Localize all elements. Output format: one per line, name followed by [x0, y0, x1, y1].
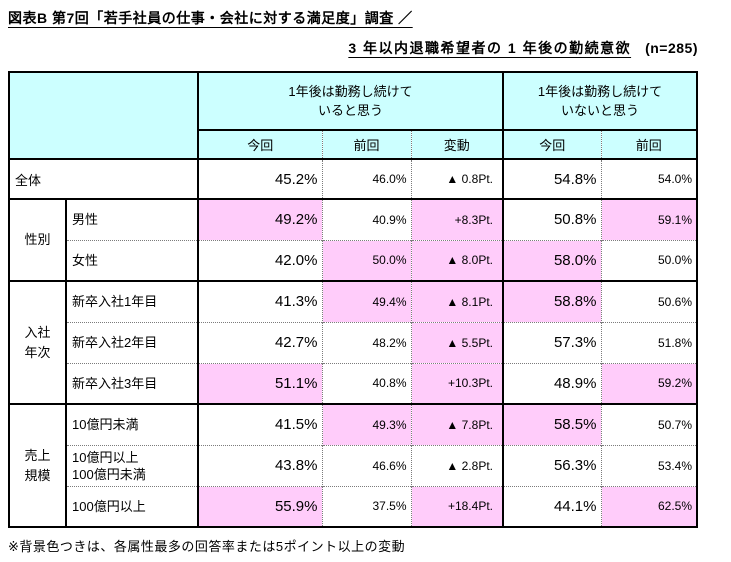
value-cell: 48.9% [502, 362, 601, 404]
value-cell: 49.3% [321, 403, 411, 445]
value-cell: ▲ 7.8Pt. [410, 403, 503, 445]
value-cell: 41.3% [197, 280, 322, 322]
value-cell: 50.7% [600, 403, 698, 445]
table-row: 女性 42.0% 50.0% ▲ 8.0Pt. 58.0% 50.0% [9, 239, 698, 281]
table-row: 100億円以上 55.9% 37.5% +18.4Pt. 44.1% 62.5% [9, 485, 698, 527]
col-header-zenkai-1: 前回 [321, 129, 411, 159]
survey-table: 1年後は勤務し続けて いると思う 1年後は勤務し続けて いないと思う 今回 前回… [8, 71, 699, 528]
row-label: 10億円未満 [65, 403, 198, 445]
row-label: 女性 [65, 239, 198, 281]
col-header-konkai-2: 今回 [502, 129, 601, 159]
value-cell: 51.1% [197, 362, 322, 404]
value-cell: ▲ 8.1Pt. [410, 280, 503, 322]
value-cell: 57.3% [502, 321, 601, 363]
value-cell: 37.5% [321, 485, 411, 527]
value-cell: 53.4% [600, 444, 698, 486]
value-cell: 59.1% [600, 198, 698, 240]
col-header-konkai-1: 今回 [197, 129, 322, 159]
value-cell: +8.3Pt. [410, 198, 503, 240]
value-cell: 43.8% [197, 444, 322, 486]
value-cell: 62.5% [600, 485, 698, 527]
value-cell: 59.2% [600, 362, 698, 404]
value-cell: 51.8% [600, 321, 698, 363]
page-title: 図表B 第7回「若手社員の仕事・会社に対する満足度」調査 ／ [8, 10, 413, 26]
header-sub-row: 今回 前回 変動 今回 前回 [9, 129, 698, 159]
row-label: 男性 [65, 198, 198, 240]
value-cell: 50.6% [600, 280, 698, 322]
value-cell: 56.3% [502, 444, 601, 486]
value-cell: 42.7% [197, 321, 322, 363]
value-cell: 49.4% [321, 280, 411, 322]
figure-subtitle: 3 年以内退職希望者の 1 年後の勤続意欲 [348, 40, 632, 56]
subtitle-row: 3 年以内退職希望者の 1 年後の勤続意欲 (n=285) [8, 38, 698, 58]
table-row: 売上 規模 10億円未満 41.5% 49.3% ▲ 7.8Pt. 58.5% … [8, 403, 698, 527]
table-row: 新卒入社2年目 42.7% 48.2% ▲ 5.5Pt. 57.3% 51.8% [9, 321, 698, 363]
value-cell: 46.6% [321, 444, 411, 486]
value-cell: +10.3Pt. [410, 362, 503, 404]
column-group-stay: 1年後は勤務し続けて いると思う [197, 71, 503, 130]
value-cell: ▲ 8.0Pt. [410, 239, 503, 281]
value-cell: 50.8% [502, 198, 601, 240]
value-cell: 40.9% [321, 198, 411, 240]
value-cell: 54.8% [502, 158, 601, 199]
value-cell: 55.9% [197, 485, 322, 527]
table-row: 入社 年次 新卒入社1年目 41.3% 49.4% ▲ 8.1Pt. 58.8%… [8, 280, 698, 404]
row-label: 新卒入社3年目 [65, 362, 198, 404]
value-cell: 54.0% [600, 158, 698, 199]
row-group-label-seibetsu: 性別 [8, 198, 66, 281]
sample-size: (n=285) [645, 40, 698, 56]
col-header-hendo: 変動 [410, 129, 503, 159]
row-label: 新卒入社1年目 [65, 280, 198, 322]
row-group-label-nyusha: 入社 年次 [8, 280, 66, 404]
value-cell: 49.2% [197, 198, 322, 240]
footnote: ※背景色つきは、各属性最多の回答率または5ポイント以上の変動 [8, 539, 406, 554]
value-cell: ▲ 0.8Pt. [410, 158, 503, 199]
value-cell: 50.0% [321, 239, 411, 281]
col-header-zenkai-2: 前回 [600, 129, 698, 159]
row-label: 100億円以上 [65, 485, 198, 527]
value-cell: 50.0% [600, 239, 698, 281]
value-cell: 58.0% [502, 239, 601, 281]
value-cell: +18.4Pt. [410, 485, 503, 527]
row-label: 新卒入社2年目 [65, 321, 198, 363]
value-cell: 58.8% [502, 280, 601, 322]
table-row: 性別 男性 49.2% 40.9% +8.3Pt. 50.8% 59.1% [8, 198, 698, 281]
value-cell: 58.5% [502, 403, 601, 445]
column-group-leave: 1年後は勤務し続けて いないと思う [501, 71, 698, 130]
corner-cell [8, 71, 198, 159]
row-label-zentai: 全体 [8, 158, 198, 199]
value-cell: 41.5% [197, 403, 322, 445]
value-cell: 45.2% [197, 158, 322, 199]
table-row: 新卒入社3年目 51.1% 40.8% +10.3Pt. 48.9% 59.2% [9, 362, 698, 404]
row-group-label-uriage: 売上 規模 [8, 403, 66, 527]
header-group-row: 1年後は勤務し続けて いると思う 1年後は勤務し続けて いないと思う [8, 71, 698, 159]
value-cell: 46.0% [321, 158, 411, 199]
value-cell: 48.2% [321, 321, 411, 363]
table-row: 10億円以上 100億円未満 43.8% 46.6% ▲ 2.8Pt. 56.3… [9, 444, 698, 486]
row-label: 10億円以上 100億円未満 [65, 444, 198, 486]
table-row: 全体 45.2% 46.0% ▲ 0.8Pt. 54.8% 54.0% [8, 158, 698, 199]
value-cell: 40.8% [321, 362, 411, 404]
value-cell: 44.1% [502, 485, 601, 527]
value-cell: ▲ 2.8Pt. [410, 444, 503, 486]
value-cell: ▲ 5.5Pt. [410, 321, 503, 363]
value-cell: 42.0% [197, 239, 322, 281]
